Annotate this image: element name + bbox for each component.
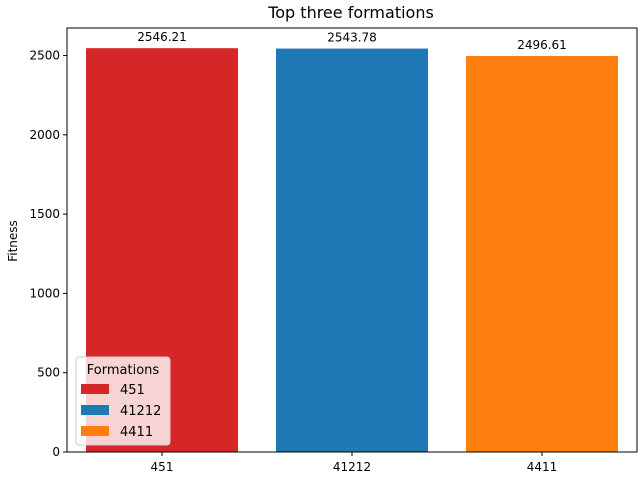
y-tick-label: 1000 <box>29 286 60 300</box>
plot-frame <box>66 27 638 453</box>
x-tick-label: 41212 <box>333 460 371 474</box>
y-tick-label: 2000 <box>29 128 60 142</box>
legend-swatch-41212 <box>81 405 109 415</box>
x-axis: 451 41212 4411 <box>151 452 558 474</box>
y-tick-label: 1500 <box>29 207 60 221</box>
y-tick-label: 500 <box>37 366 60 380</box>
y-tick-label: 0 <box>52 445 60 459</box>
bar-value-label: 2543.78 <box>327 31 377 45</box>
bar-value-label: 2546.21 <box>137 30 187 44</box>
legend-swatch-4411 <box>81 426 109 436</box>
y-axis: 0 500 1000 1500 2000 2500 <box>29 49 67 459</box>
y-axis-label: Fitness <box>6 220 20 262</box>
legend: Formations 451 41212 4411 <box>75 356 171 446</box>
legend-label: 41212 <box>120 404 161 419</box>
legend-title: Formations <box>87 363 160 378</box>
x-tick-label: 451 <box>151 460 174 474</box>
chart-title: Top three formations <box>267 3 434 22</box>
bar-4411 <box>466 56 618 453</box>
y-tick-label: 2500 <box>29 49 60 63</box>
bars-group: 2546.21 2543.78 2496.61 <box>86 30 618 453</box>
legend-label: 4411 <box>120 425 153 440</box>
x-tick-label: 4411 <box>527 460 558 474</box>
bar-41212 <box>276 48 428 453</box>
legend-swatch-451 <box>81 384 109 394</box>
bar-value-label: 2496.61 <box>517 38 567 52</box>
legend-box <box>75 356 171 446</box>
legend-label: 451 <box>120 383 145 398</box>
